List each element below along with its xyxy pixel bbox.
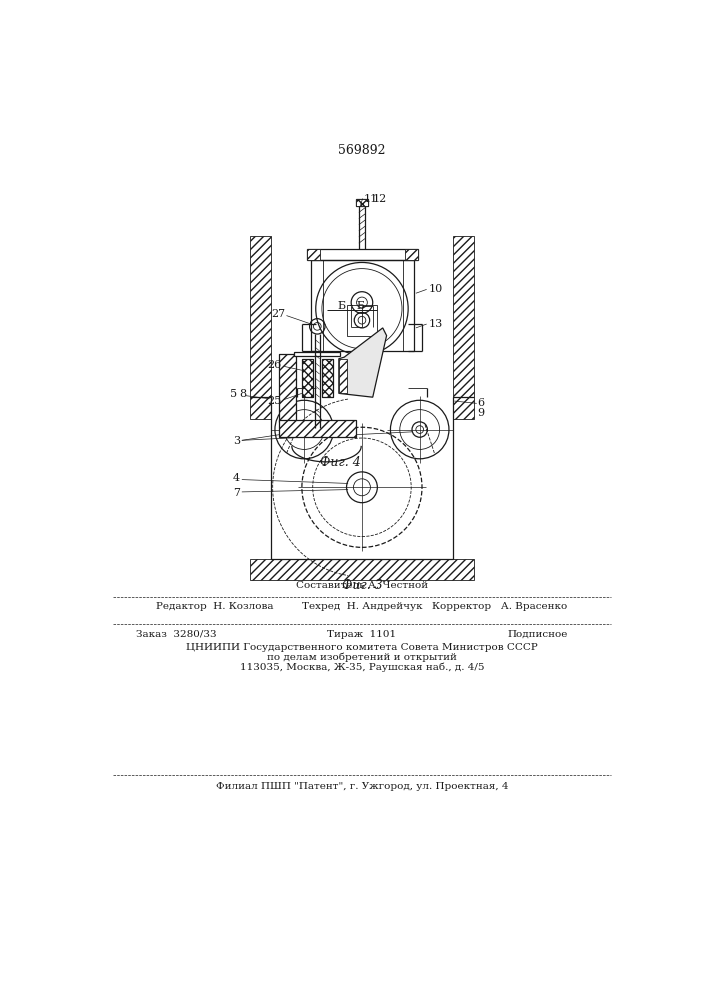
Text: Заказ  3280/33: Заказ 3280/33 <box>136 630 217 639</box>
Text: 113035, Москва, Ж-35, Раушская наб., д. 4/5: 113035, Москва, Ж-35, Раушская наб., д. … <box>240 663 484 672</box>
Text: 5: 5 <box>230 389 238 399</box>
Text: 27: 27 <box>271 309 285 319</box>
Text: по делам изобретений и открытий: по делам изобретений и открытий <box>267 653 457 662</box>
Text: 10: 10 <box>428 284 443 294</box>
Bar <box>294 352 340 356</box>
Bar <box>452 235 474 419</box>
Text: Тираж  1101: Тираж 1101 <box>327 630 397 639</box>
Text: Редактор  Н. Козлова: Редактор Н. Козлова <box>156 602 273 611</box>
Bar <box>279 420 356 437</box>
Bar <box>308 249 320 260</box>
Bar <box>346 305 378 336</box>
Bar <box>356 199 368 206</box>
Bar <box>250 235 271 419</box>
Text: 11: 11 <box>363 194 378 204</box>
Text: Составитель А. Честной: Составитель А. Честной <box>296 581 428 590</box>
Text: ЦНИИПИ Государственного комитета Совета Министров СССР: ЦНИИПИ Государственного комитета Совета … <box>186 643 538 652</box>
Bar <box>405 249 418 260</box>
Text: Подписное: Подписное <box>507 630 568 639</box>
Text: 25: 25 <box>267 396 281 406</box>
Bar <box>279 420 356 437</box>
Bar <box>302 359 313 397</box>
Text: 8: 8 <box>240 389 247 399</box>
Bar <box>356 199 368 206</box>
Text: 13: 13 <box>428 319 443 329</box>
Text: Техред  Н. Андрейчук: Техред Н. Андрейчук <box>302 602 422 611</box>
Text: 12: 12 <box>373 194 387 204</box>
Text: 26: 26 <box>267 360 281 370</box>
Bar <box>250 559 474 580</box>
Bar <box>279 354 296 422</box>
Text: 569892: 569892 <box>338 144 386 157</box>
Text: Фиг. 4: Фиг. 4 <box>320 456 361 469</box>
Bar <box>339 359 346 393</box>
Text: 7: 7 <box>233 488 240 498</box>
Text: 6: 6 <box>477 398 484 408</box>
Text: Фиг. 3: Фиг. 3 <box>341 579 382 592</box>
Text: Б - Б: Б - Б <box>339 301 366 311</box>
Polygon shape <box>339 328 387 397</box>
Text: Филиал ПШП "Патент", г. Ужгород, ул. Проектная, 4: Филиал ПШП "Патент", г. Ужгород, ул. Про… <box>216 782 508 791</box>
Text: 3: 3 <box>233 436 240 446</box>
Bar <box>302 359 313 397</box>
Bar <box>279 354 296 422</box>
Text: Корректор   А. Врасенко: Корректор А. Врасенко <box>432 602 568 611</box>
Text: 4: 4 <box>233 473 240 483</box>
Text: 9: 9 <box>477 408 484 418</box>
Bar <box>322 359 334 397</box>
Bar <box>322 359 334 397</box>
